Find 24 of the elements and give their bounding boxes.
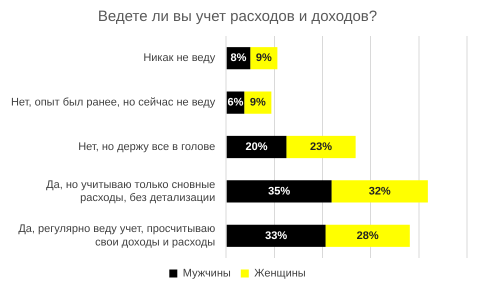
y-tick-label: Да, регулярно веду учет, просчитываю свои доходы и расходы [18,223,216,248]
chart-title: Ведете ли вы учет расходов и доходов? [98,8,378,26]
bar [286,136,356,158]
y-tick-label: Нет, опыт был ранее, но сейчас не веду [10,96,216,109]
y-tick-label: Нет, но держу все в голове [78,141,216,154]
bar [326,224,410,247]
legend-label: Мужчины [182,268,231,280]
bar [226,180,332,202]
bar [226,136,286,158]
data-label: 9% [250,96,266,109]
data-label: 8% [230,52,247,64]
data-label: 35% [268,185,290,198]
data-label: 6% [228,96,244,109]
data-label: 23% [310,141,332,154]
data-label: 9% [256,52,272,64]
bar [332,180,428,202]
y-tick-label: Никак не веду [143,52,216,64]
data-label: 28% [356,230,379,242]
bar [226,224,326,247]
legend-label: Женщины [254,268,306,280]
data-label: 33% [265,230,288,242]
y-tick-label: Да, но учитываю только сновные расходы, без детализации [46,178,216,204]
data-label: 20% [246,141,268,154]
data-label: 32% [368,185,391,198]
